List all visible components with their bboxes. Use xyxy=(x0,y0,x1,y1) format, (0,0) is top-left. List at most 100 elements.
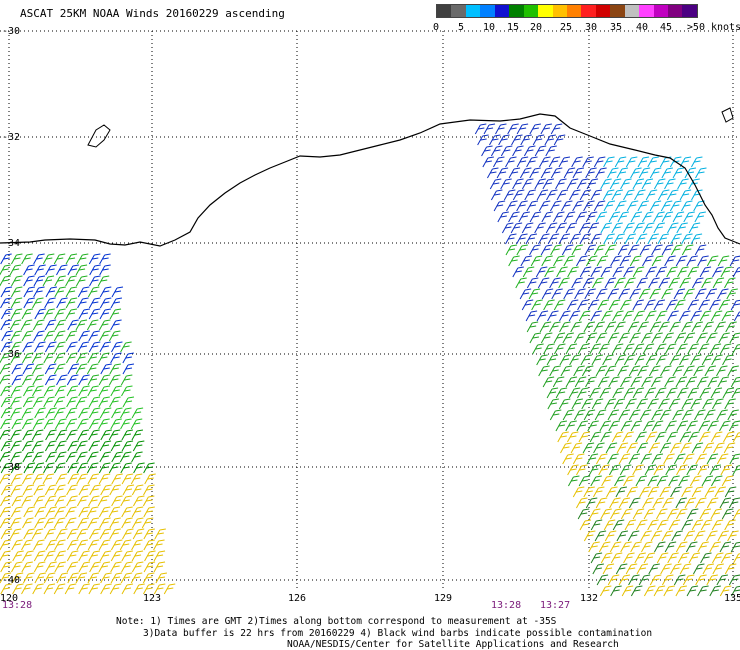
wind-barb xyxy=(639,409,652,421)
wind-barb xyxy=(23,506,35,518)
wind-barb xyxy=(120,462,132,474)
wind-barb xyxy=(690,310,702,322)
wind-barb xyxy=(43,583,56,595)
wind-barb xyxy=(0,286,13,298)
wind-barb xyxy=(33,286,45,298)
wind-barb xyxy=(673,288,686,300)
wind-barb xyxy=(588,508,601,520)
wind-barb xyxy=(630,420,643,432)
wind-barb xyxy=(604,398,616,410)
wind-barb xyxy=(635,475,648,487)
wind-barb xyxy=(525,310,538,322)
wind-barb xyxy=(0,396,13,408)
wind-barb xyxy=(626,442,638,454)
wind-barb xyxy=(536,189,549,201)
wind-barb xyxy=(577,508,590,520)
wind-barb xyxy=(711,354,723,366)
wind-barb xyxy=(655,266,668,278)
wind-barb xyxy=(663,585,675,597)
wind-barb xyxy=(595,167,607,179)
wind-barb xyxy=(98,462,111,474)
wind-barb xyxy=(43,330,56,342)
wind-barb xyxy=(697,343,710,355)
wind-barb xyxy=(11,495,24,507)
wind-barb xyxy=(632,343,645,355)
wind-barb xyxy=(10,484,23,496)
wind-barb xyxy=(559,321,571,333)
wind-barb xyxy=(605,442,618,454)
wind-barb xyxy=(542,178,554,190)
wind-barb xyxy=(557,431,569,443)
wind-barb xyxy=(728,420,740,432)
wind-barb xyxy=(489,178,502,190)
wind-barb xyxy=(686,464,698,476)
wind-barb xyxy=(587,222,600,234)
wind-barb xyxy=(730,376,740,388)
wind-barb xyxy=(53,396,66,408)
wind-barb xyxy=(88,396,101,408)
wind-barb xyxy=(109,583,122,595)
wind-barb xyxy=(130,473,143,485)
wind-barb xyxy=(719,343,732,355)
wind-barb xyxy=(542,376,555,388)
wind-barb xyxy=(600,178,612,190)
wind-barb xyxy=(53,330,66,342)
wind-barb xyxy=(599,387,611,399)
wind-barb xyxy=(22,451,34,463)
wind-barb xyxy=(666,222,679,234)
wind-barb xyxy=(53,352,66,364)
wind-barb xyxy=(482,156,494,168)
wind-barb xyxy=(636,398,648,410)
wind-barb xyxy=(675,376,688,388)
wind-barb xyxy=(727,409,739,421)
wind-barb xyxy=(619,255,632,267)
wind-barb xyxy=(10,396,22,408)
wind-barb xyxy=(590,475,602,487)
wind-barb xyxy=(552,376,565,388)
wind-barb xyxy=(618,409,631,421)
wind-barb xyxy=(23,286,35,298)
wind-barb xyxy=(650,530,663,542)
wind-barb xyxy=(108,462,121,474)
wind-barb xyxy=(671,530,683,542)
grid-lines xyxy=(0,30,740,590)
wind-barb xyxy=(647,475,659,487)
wind-barb xyxy=(121,385,133,397)
wind-barb xyxy=(687,266,699,278)
wind-barb xyxy=(99,451,111,463)
wind-barb xyxy=(698,420,711,432)
wind-barb xyxy=(688,552,701,564)
wind-barb xyxy=(683,288,695,300)
wind-barb xyxy=(602,189,615,201)
wind-barb xyxy=(521,178,534,190)
wind-barb xyxy=(541,211,553,223)
wind-barb xyxy=(627,321,640,333)
wind-barb xyxy=(99,528,112,540)
wind-barb xyxy=(0,495,12,507)
wind-barb xyxy=(0,319,12,331)
wind-barb xyxy=(614,156,627,168)
wind-barb xyxy=(661,167,673,179)
legend-color-bar xyxy=(436,4,698,18)
wind-barb xyxy=(87,572,100,584)
wind-barb xyxy=(550,167,563,179)
wind-barb xyxy=(678,475,690,487)
wind-barb xyxy=(729,255,740,267)
wind-barb xyxy=(612,519,625,531)
wind-barb xyxy=(657,233,669,245)
wind-barb xyxy=(121,517,133,529)
wind-barb xyxy=(519,288,532,300)
wind-barb xyxy=(670,486,682,498)
wind-barb xyxy=(550,123,563,135)
wind-barb xyxy=(693,365,705,377)
wind-barb xyxy=(611,222,623,234)
wind-barb xyxy=(23,264,35,276)
wind-barb xyxy=(154,528,166,540)
pass-time: 13:28 xyxy=(2,600,33,611)
wind-barb xyxy=(585,376,597,388)
wind-barb xyxy=(122,528,134,540)
wind-barb xyxy=(576,464,588,476)
wind-barb xyxy=(143,506,155,518)
island-coastline xyxy=(87,124,111,148)
wind-barb xyxy=(724,519,736,531)
